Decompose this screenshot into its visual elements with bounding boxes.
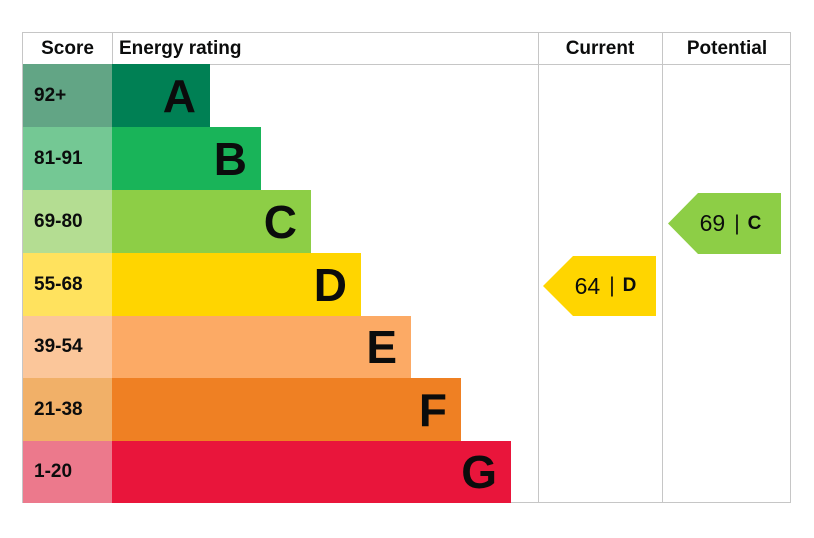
potential-rating-arrow: 69 | C bbox=[668, 193, 781, 254]
rating-letter: G bbox=[461, 446, 497, 498]
score-range-label: 1-20 bbox=[23, 441, 112, 503]
current-band-letter: D bbox=[622, 275, 637, 296]
rating-letter: C bbox=[263, 195, 297, 248]
band-row-c: 69-80 C bbox=[23, 190, 538, 253]
score-range-label: 69-80 bbox=[23, 190, 112, 253]
rating-letter: E bbox=[366, 321, 397, 373]
energy-rating-column-header: Energy rating bbox=[119, 37, 242, 59]
rating-bar-f: F bbox=[112, 378, 461, 441]
band-row-g: 1-20 G bbox=[23, 441, 538, 503]
rating-letter: F bbox=[418, 383, 447, 436]
current-column-header: Current bbox=[565, 37, 635, 59]
rating-letter: D bbox=[313, 258, 347, 311]
band-row-f: 21-38 F bbox=[23, 378, 538, 441]
rating-bar-a: A bbox=[112, 64, 210, 127]
score-range-text: 21-38 bbox=[34, 398, 83, 420]
score-range-label: 21-38 bbox=[23, 378, 112, 441]
header-divider-line bbox=[23, 64, 790, 65]
rating-bar-b: B bbox=[112, 127, 261, 190]
rating-bar-d: D bbox=[112, 253, 361, 316]
rating-bar-c: C bbox=[112, 190, 311, 253]
rating-bar-e: E bbox=[112, 316, 411, 378]
chart-frame: Score Energy rating Current Potential 92… bbox=[22, 32, 791, 503]
rating-letter: A bbox=[162, 69, 196, 122]
score-range-text: 39-54 bbox=[34, 336, 83, 357]
separator-bar: | bbox=[609, 274, 615, 297]
band-row-d: 55-68 D bbox=[23, 253, 538, 316]
current-score-value: 64 bbox=[574, 272, 601, 299]
band-row-b: 81-91 B bbox=[23, 127, 538, 190]
score-range-label: 81-91 bbox=[23, 127, 112, 190]
score-range-label: 39-54 bbox=[23, 316, 112, 378]
band-row-e: 39-54 E bbox=[23, 316, 538, 378]
potential-band-letter: C bbox=[747, 212, 762, 234]
score-range-label: 55-68 bbox=[23, 253, 112, 316]
current-rating-arrow: 64 | D bbox=[543, 256, 656, 316]
potential-column-divider bbox=[662, 33, 663, 502]
potential-score-value: 69 bbox=[699, 210, 726, 236]
separator-bar: | bbox=[734, 211, 740, 235]
score-column-header: Score bbox=[41, 37, 94, 59]
score-range-text: 81-91 bbox=[34, 147, 83, 169]
current-column-divider bbox=[538, 33, 539, 502]
score-range-text: 55-68 bbox=[34, 273, 83, 295]
rating-letter: B bbox=[213, 132, 247, 185]
score-column-divider bbox=[112, 33, 113, 64]
score-range-text: 92+ bbox=[34, 84, 67, 106]
score-range-text: 1-20 bbox=[34, 461, 73, 482]
score-range-label: 92+ bbox=[23, 64, 112, 127]
band-row-a: 92+ A bbox=[23, 64, 538, 127]
rating-bar-g: G bbox=[112, 441, 511, 503]
score-range-text: 69-80 bbox=[34, 210, 83, 232]
band-rows: 92+ A 81-91 B 69-80 C 55-68 D 39-54 E 21… bbox=[23, 64, 538, 503]
potential-column-header: Potential bbox=[686, 37, 768, 59]
